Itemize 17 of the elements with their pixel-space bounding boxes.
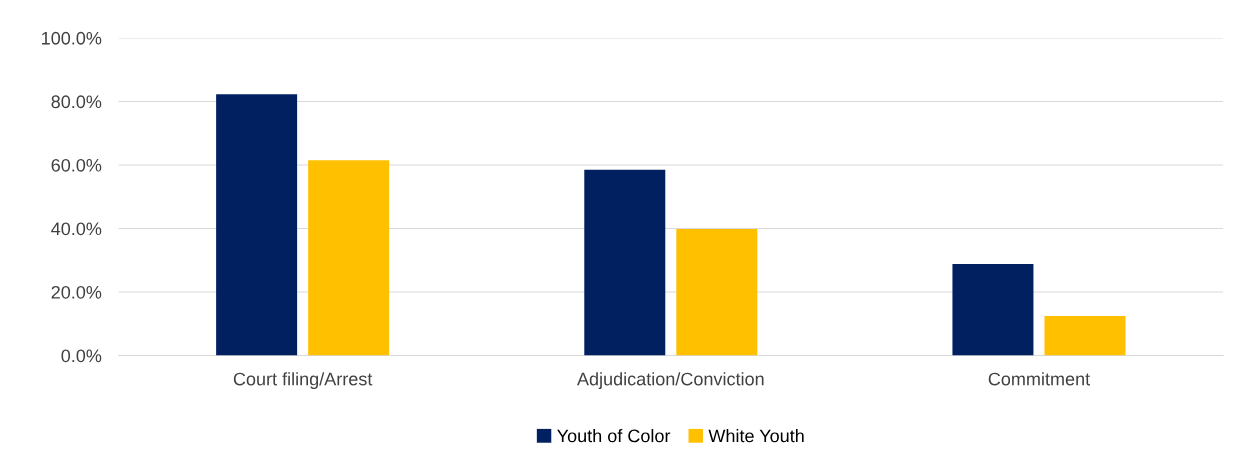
y-tick-label: 100.0% — [42, 31, 102, 45]
y-tick-label: 20.0% — [51, 285, 102, 299]
y-tick-label: 0.0% — [61, 349, 102, 363]
bar — [216, 94, 298, 356]
legend-label: White Youth — [708, 429, 804, 443]
bar — [1044, 316, 1126, 356]
bar — [676, 229, 758, 356]
x-tick-label: Adjudication/Conviction — [577, 372, 764, 389]
y-tick-label: 40.0% — [51, 222, 102, 236]
x-tick-label: Court filing/Arrest — [233, 372, 373, 389]
bar — [308, 160, 390, 356]
legend-label: Youth of Color — [557, 429, 671, 443]
bar — [952, 264, 1034, 356]
bar — [584, 169, 666, 356]
y-tick-label: 80.0% — [51, 95, 102, 109]
y-tick-label: 60.0% — [51, 158, 102, 172]
x-tick-label: Commitment — [988, 372, 1090, 386]
